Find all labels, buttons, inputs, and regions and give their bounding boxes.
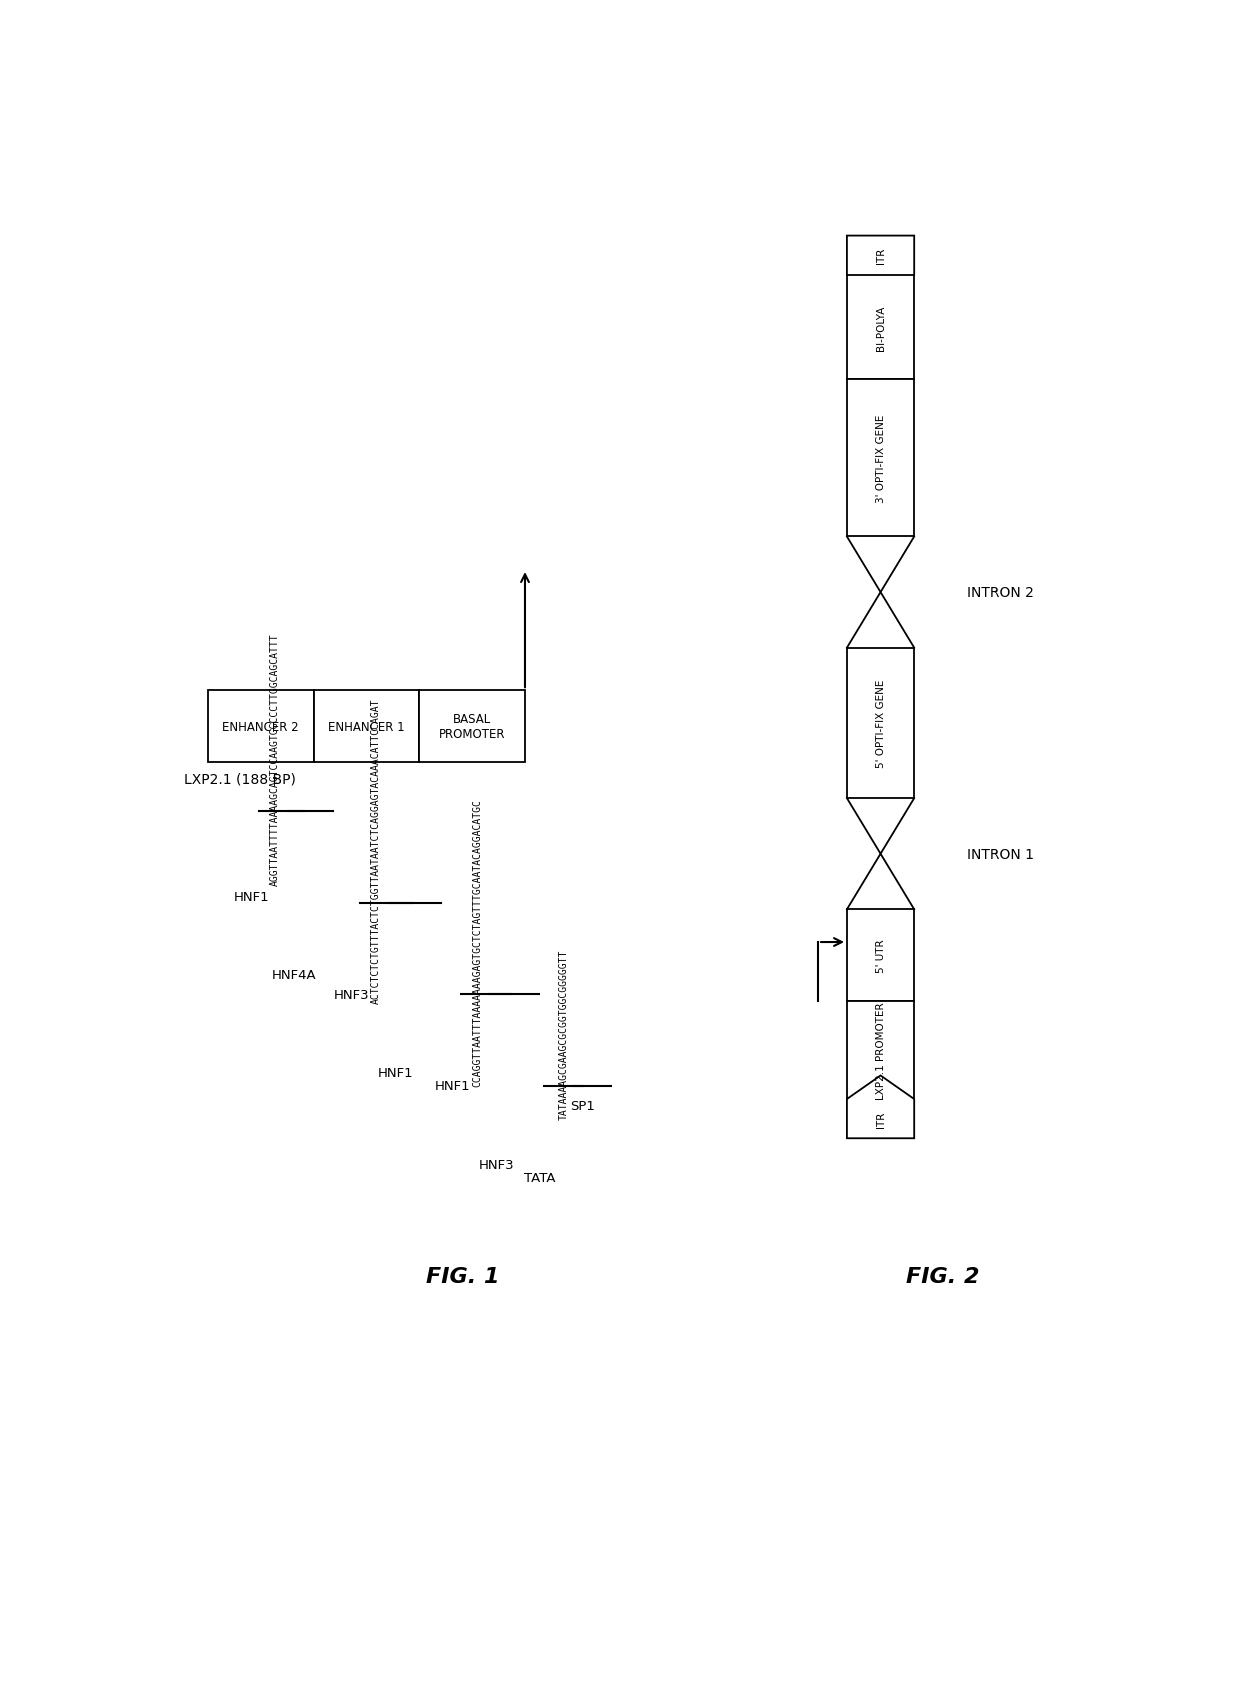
Text: ACTCTCTCTGTTTACTCTGGTTAATAATCTCAGGAGTACAAACATTCCAGAT: ACTCTCTCTGTTTACTCTGGTTAATAATCTCAGGAGTACA… [371,698,381,1004]
Bar [847,649,914,798]
Text: CCAGGTTAATTTAAAAAAAGAGTGCTCTAGTTTGCAATACAGGACATGC: CCAGGTTAATTTAAAAAAAGAGTGCTCTAGTTTGCAATAC… [472,798,482,1087]
Text: 5' UTR: 5' UTR [875,939,885,973]
Text: TATA: TATA [523,1172,556,1184]
Text: ITR: ITR [875,248,885,265]
Polygon shape [847,236,914,299]
Text: AGGTTAATTTTAAAAGCAGTCCAAGTGGCCCTTGGCAGCATTT: AGGTTAATTTTAAAAGCAGTCCAAGTGGCCCTTGGCAGCA… [270,633,280,886]
Polygon shape [847,1077,914,1139]
Bar [847,910,914,1002]
Text: LXP2.1 PROMOTER: LXP2.1 PROMOTER [875,1002,885,1099]
Text: TATAAAAGCGAAGCGCGGTGGCGGGGGTT: TATAAAAGCGAAGCGCGGTGGCGGGGGTT [558,949,568,1119]
Text: SP1: SP1 [570,1099,595,1112]
Bar [314,691,419,762]
Text: 5' OPTI-FIX GENE: 5' OPTI-FIX GENE [875,679,885,767]
Text: HNF4A: HNF4A [272,968,316,981]
Bar [208,691,314,762]
Text: BASAL
PROMOTER: BASAL PROMOTER [439,713,506,740]
Text: INTRON 1: INTRON 1 [967,847,1034,861]
Bar [847,275,914,380]
Text: FIG. 2: FIG. 2 [906,1267,980,1285]
Text: HNF1: HNF1 [233,890,269,903]
Text: HNF1: HNF1 [377,1066,413,1080]
Text: ENHANCER 2: ENHANCER 2 [222,720,299,734]
Bar [847,1002,914,1099]
Text: INTRON 2: INTRON 2 [967,586,1034,599]
Bar [419,691,525,762]
Text: 3' OPTI-FIX GENE: 3' OPTI-FIX GENE [875,414,885,503]
Text: ITR: ITR [875,1110,885,1127]
Text: ENHANCER 1: ENHANCER 1 [329,720,404,734]
Text: LXP2.1 (188 BP): LXP2.1 (188 BP) [184,773,295,786]
Text: HNF3: HNF3 [335,988,370,1002]
Bar [847,380,914,537]
Text: BI-POLYA: BI-POLYA [875,306,885,351]
Text: FIG. 1: FIG. 1 [425,1267,500,1285]
Text: HNF3: HNF3 [479,1158,513,1172]
Text: HNF1: HNF1 [435,1080,471,1094]
